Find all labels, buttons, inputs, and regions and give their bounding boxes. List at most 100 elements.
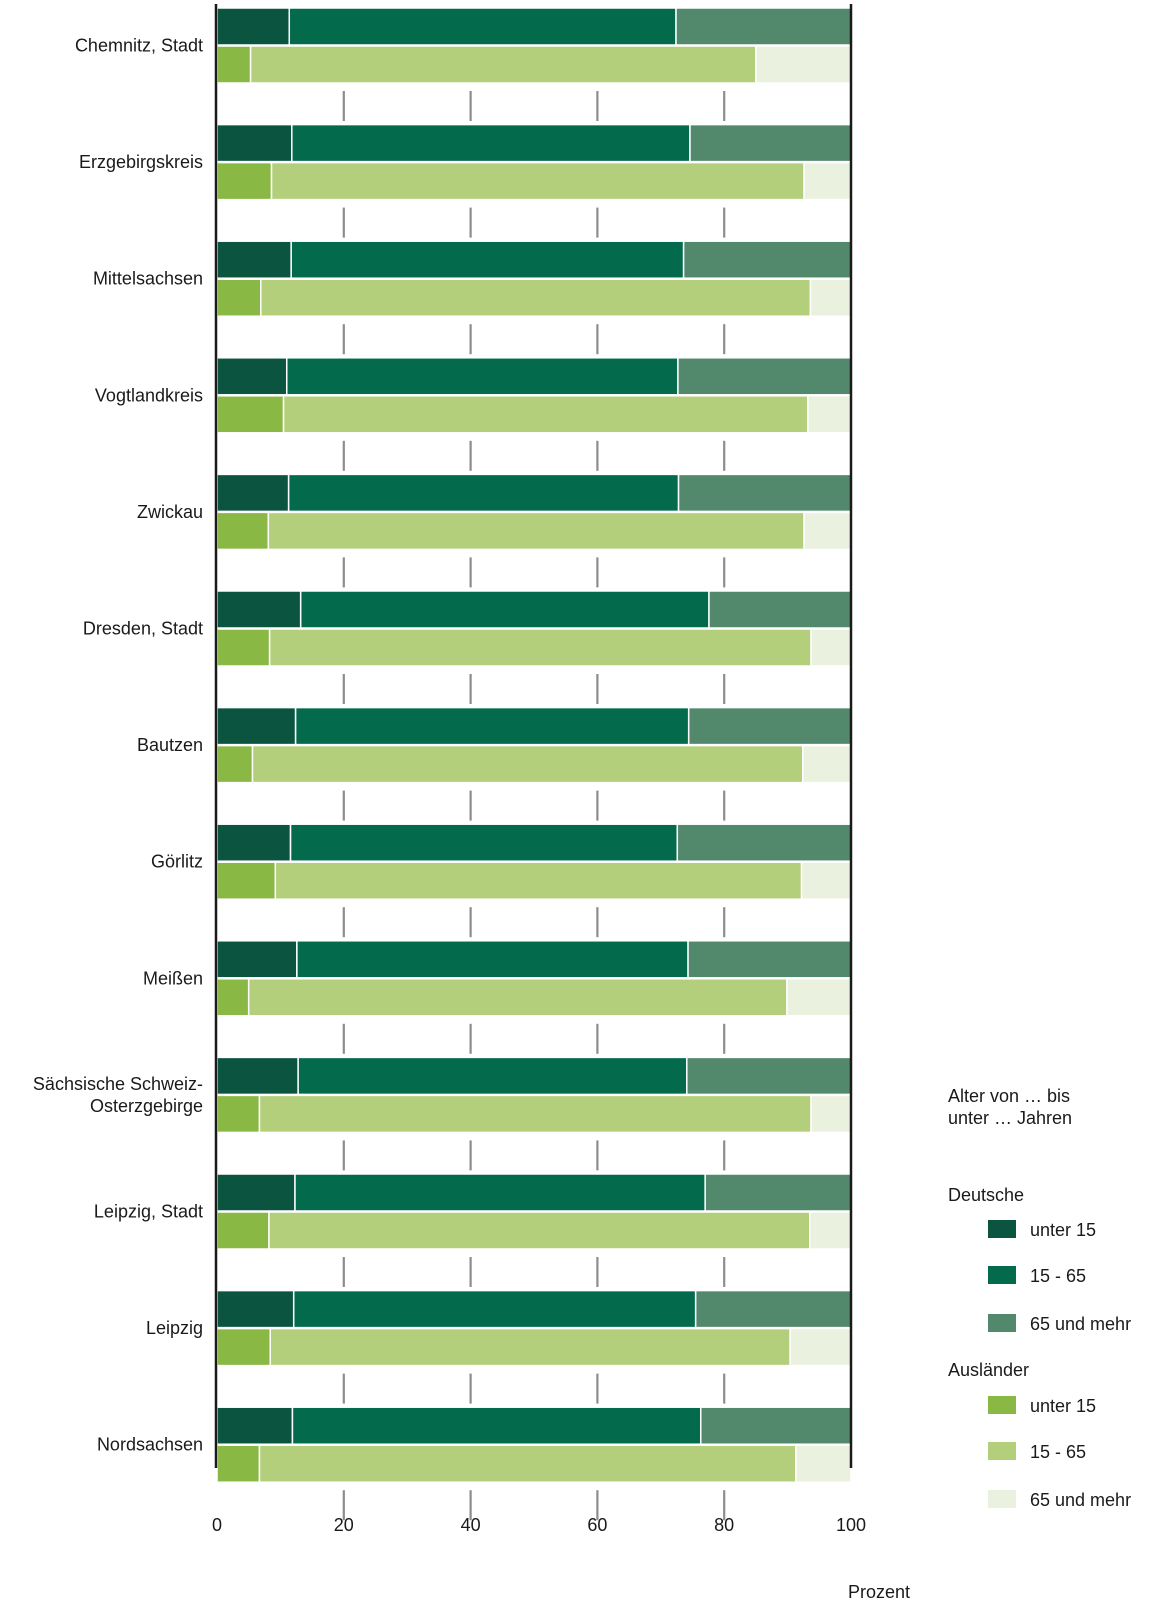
bar-segment [216,357,288,396]
bar-segment [676,823,852,862]
category-label: Meißen [143,968,203,988]
category-label: Zwickau [137,502,203,522]
bar-segment [216,1406,294,1445]
legend-group-label: Ausländer [948,1360,1030,1380]
category-label: Erzgebirgskreis [79,152,203,172]
category-label: Chemnitz, Stadt [75,36,203,56]
bar-segment [802,744,852,784]
bar-segment [800,861,852,900]
bar-segment [708,590,852,629]
bar-segment [285,357,679,396]
category-label: Leipzig [146,1318,203,1338]
bar-segment [809,278,852,317]
legend-group-deutsche: Deutsche [948,1185,1024,1206]
bar-segment [289,823,679,862]
bar-segment [704,1173,852,1212]
bar-segment [810,628,852,667]
bar-segment [290,240,685,279]
category-label: Bautzen [137,735,203,755]
bar-segment [216,240,292,279]
bar-segment [686,1056,852,1096]
legend-label: unter 15 [1030,1396,1097,1416]
bar-segment [216,628,271,667]
legend-swatch [988,1396,1016,1414]
bar-segment [216,1056,299,1096]
bar-segment [216,978,250,1017]
bar-segment [216,861,277,900]
bar-segment [216,1094,261,1134]
bar-segment [694,1289,852,1329]
bar-segment [251,744,804,784]
bar-segment [689,123,852,163]
bar-segment [677,357,852,396]
bar-segment [267,511,805,551]
bar-segment [288,7,677,46]
category-label: Görlitz [151,852,203,872]
bar-segment [291,1406,702,1445]
bar-segment [259,278,812,317]
bar-segment [294,706,690,746]
bar-segment [249,45,757,84]
bar-segment [269,1327,791,1367]
bar-segment [268,1211,811,1250]
bar-segment [795,1444,852,1483]
bar-segment [755,45,852,84]
category-label: Leipzig, Stadt [94,1202,203,1222]
bar-segment [810,1094,852,1134]
legend-label: 65 und mehr [1030,1490,1132,1510]
bar-segment [677,473,852,513]
bar-segment [216,45,252,84]
bar-segment [675,7,852,46]
bar-segment [296,940,689,979]
legend-swatch [988,1314,1016,1332]
legend-swatch [988,1490,1016,1508]
legend-label: 15 - 65 [1030,1442,1087,1462]
bar-segment [274,861,803,900]
bar-segment [216,1211,270,1250]
bar-segment [682,240,852,279]
legend-label: 15 - 65 [1030,1266,1087,1286]
legend-swatch [988,1442,1016,1460]
bar-segment [216,1327,272,1367]
bar-segment [292,1289,697,1329]
bar-segment [270,161,805,201]
bar-segment [216,1444,261,1483]
legend-label: unter 15 [1030,1220,1097,1240]
bar-segment [294,1173,706,1212]
x-tick-label: 0 [212,1515,222,1535]
x-tick-label: 100 [836,1515,866,1535]
bar-segment [687,706,852,746]
x-tick-label: 60 [587,1515,607,1535]
bar-segment [216,511,270,551]
x-tick-label: 20 [334,1515,354,1535]
bar-segment [291,123,691,163]
bar-segment [258,1444,797,1483]
bar-segment [297,1056,688,1096]
legend-group-label: Deutsche [948,1185,1025,1205]
bar-segment [247,978,788,1017]
bar-segment [789,1327,852,1367]
bar-segment [216,395,285,434]
bar-segment [803,511,852,551]
bar-segment [216,706,297,746]
legend-label: 65 und mehr [1030,1314,1132,1334]
category-label: Mittelsachsen [93,269,203,289]
bar-segment [216,590,302,629]
bar-segment [258,1094,812,1134]
bar-segment [807,395,852,434]
bar-segment [216,123,293,163]
x-axis-label: Prozent [848,1582,911,1602]
category-label: Nordsachsen [97,1435,203,1455]
bar-segment [216,7,291,46]
bar-segment [216,278,262,317]
category-label: Vogtlandkreis [95,385,203,405]
bar-segment [299,590,710,629]
bar-segment [216,744,254,784]
bar-segment [287,473,680,513]
bar-segment [216,473,290,513]
bar-segment [216,940,298,979]
bar-segment [268,628,812,667]
bar-segment [216,1173,296,1212]
category-label: Sächsische Schweiz-Osterzgebirge [33,1074,203,1116]
legend-title: Alter von … bis unter … Jahren [948,1086,1073,1128]
